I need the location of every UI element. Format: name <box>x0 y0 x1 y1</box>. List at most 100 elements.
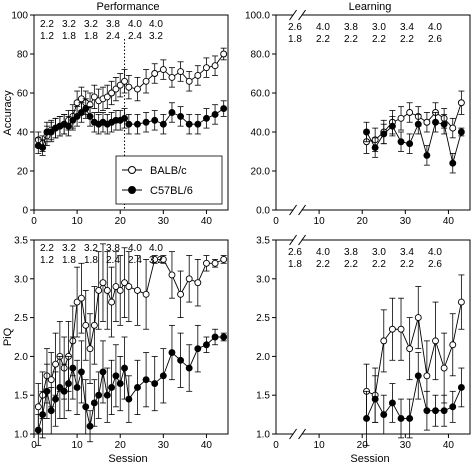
annot-learn-row1: 4.0 <box>316 22 330 33</box>
data-point-c57 <box>34 426 42 434</box>
x-tick-label-learn-pi: 10 <box>314 440 326 451</box>
data-point-c57 <box>423 151 431 159</box>
annot-learn-row1: 3.0 <box>372 22 386 33</box>
annot-perf-row1: 4.0 <box>128 19 142 30</box>
data-point-balb <box>151 70 159 77</box>
data-point-c57 <box>99 368 107 376</box>
y-tick-label-learn-accuracy: 40.0 <box>251 128 271 139</box>
data-point-balb <box>211 259 219 267</box>
data-point-balb <box>406 345 414 353</box>
y-tick-label-perf-accuracy: 100 <box>11 11 28 22</box>
y-tick-label-learn-pi: 1.5 <box>256 391 270 402</box>
annot-perf-pi-row2: 2.4 <box>128 255 142 266</box>
data-point-balb <box>440 364 448 372</box>
annot-perf-row2: 2.4 <box>106 31 120 42</box>
y-tick-label-perf-pi: 1.5 <box>14 391 28 402</box>
annot-perf-pi-row2: 1.8 <box>62 255 76 266</box>
data-point-balb <box>388 325 396 333</box>
annot-learn-row1: 4.0 <box>428 22 442 33</box>
axis-break-mark <box>298 234 306 246</box>
series-line-balb <box>366 301 462 396</box>
data-point-balb <box>449 124 457 132</box>
y-tick-label-learn-pi: 3.0 <box>256 274 270 285</box>
axis-break-gap <box>293 428 302 440</box>
data-point-balb <box>86 345 94 353</box>
data-point-balb <box>177 290 185 298</box>
data-point-balb <box>380 337 388 345</box>
annot-perf-row2: 1.8 <box>62 31 76 42</box>
data-point-c57 <box>77 109 85 116</box>
axis-break-mark <box>298 9 306 21</box>
data-point-c57 <box>432 118 439 126</box>
data-point-c57 <box>125 395 133 403</box>
data-point-c57 <box>194 120 202 128</box>
data-point-c57 <box>73 112 81 120</box>
x-tick-label-perf-accuracy: 10 <box>72 216 84 227</box>
data-point-c57 <box>134 383 141 391</box>
annot-learn-pi-row2: 2.2 <box>316 259 330 270</box>
data-point-c57 <box>414 120 422 128</box>
data-point-balb <box>406 109 414 116</box>
annot-perf-row1: 3.8 <box>106 19 120 30</box>
data-point-balb <box>142 290 150 298</box>
data-point-c57 <box>414 372 422 380</box>
data-point-c57 <box>177 112 185 120</box>
axis-label-pi: PiQ <box>2 327 14 346</box>
y-tick-label-learn-accuracy: 60.0 <box>251 89 271 100</box>
data-point-c57 <box>380 130 388 138</box>
data-point-c57 <box>116 380 124 388</box>
data-point-balb <box>134 85 141 93</box>
data-point-c57 <box>211 110 219 118</box>
data-point-balb <box>112 85 120 93</box>
data-point-c57 <box>159 120 167 128</box>
data-point-c57 <box>168 109 176 116</box>
data-point-c57 <box>363 128 370 136</box>
x-tick-label-perf-pi: 0 <box>31 440 37 451</box>
data-point-c57 <box>159 372 167 380</box>
plot-frame-learn-pi <box>275 239 471 435</box>
data-point-balb <box>151 255 159 263</box>
x-tick-label-learn-accuracy: 10 <box>314 216 326 227</box>
data-point-c57 <box>151 380 159 388</box>
data-point-balb <box>116 81 124 89</box>
data-point-c57 <box>142 376 150 384</box>
data-point-balb <box>142 77 150 85</box>
x-tick-label-learn-pi: 0 <box>273 440 279 451</box>
data-point-balb <box>423 118 431 126</box>
data-point-c57 <box>457 383 465 391</box>
data-point-balb <box>34 403 42 411</box>
annot-perf-row1: 2.2 <box>40 19 54 30</box>
annot-learn-row2: 1.8 <box>288 34 302 45</box>
data-point-c57 <box>86 422 94 430</box>
legend-box <box>115 155 223 205</box>
y-tick-label-perf-pi: 3.0 <box>14 274 28 285</box>
data-point-c57 <box>86 112 94 120</box>
y-tick-label-perf-accuracy: 80 <box>17 50 29 61</box>
data-point-c57 <box>39 411 47 419</box>
data-point-balb <box>95 286 103 294</box>
legend-marker-balb <box>128 166 136 174</box>
data-point-c57 <box>82 403 90 411</box>
data-point-c57 <box>363 415 370 422</box>
data-point-c57 <box>423 407 431 415</box>
data-point-balb <box>99 279 107 287</box>
data-point-balb <box>125 83 133 91</box>
data-point-balb <box>414 314 422 322</box>
axis-break-mark <box>289 9 297 21</box>
axis-break-mark <box>298 204 306 216</box>
annot-learn-pi-row1: 3.0 <box>372 247 386 258</box>
data-point-balb <box>125 283 133 291</box>
legend-label-c57: C57BL/6 <box>150 185 193 197</box>
data-point-c57 <box>95 391 103 399</box>
data-point-c57 <box>112 372 120 380</box>
data-point-balb <box>185 77 193 85</box>
annot-perf-pi-row1: 3.2 <box>62 243 76 254</box>
data-point-balb <box>112 283 120 291</box>
data-point-balb <box>220 50 228 58</box>
data-point-balb <box>202 259 210 267</box>
data-point-c57 <box>125 120 133 128</box>
annot-perf-row2: 1.2 <box>40 31 54 42</box>
data-point-balb <box>116 286 124 294</box>
annot-perf-pi-row2: 2.4 <box>106 255 120 266</box>
